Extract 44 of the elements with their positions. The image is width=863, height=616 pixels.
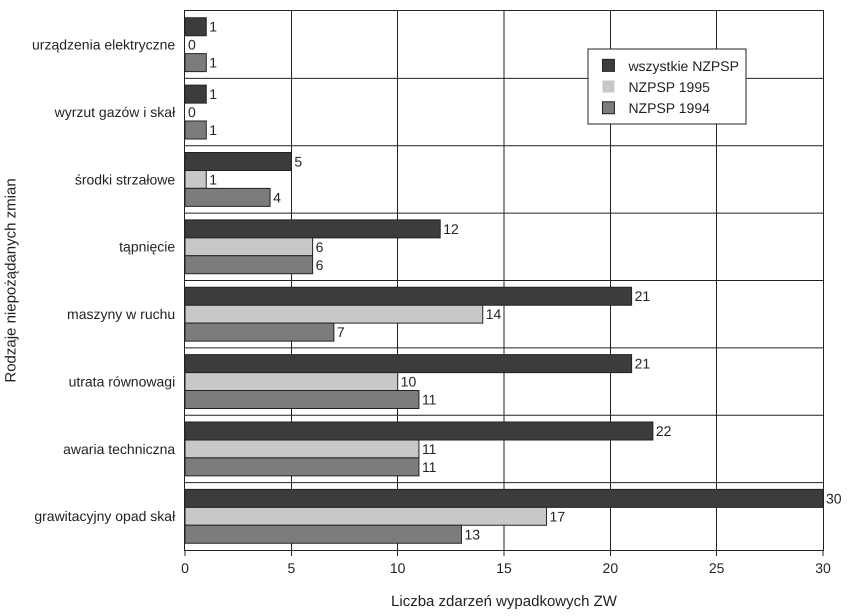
- data-label: 11: [422, 458, 437, 475]
- y-tick-label: urządzenia elektryczne: [32, 36, 176, 53]
- legend-label: NZPSP 1995: [628, 78, 710, 95]
- y-axis-title: Rodzaje niepożądanych zmian: [2, 178, 20, 383]
- data-label: 7: [336, 324, 345, 340]
- data-label: 10: [400, 374, 416, 390]
- y-tick-label: grawitacyjny opad skał: [34, 508, 176, 524]
- y-tick-label: środki strzałowe: [74, 171, 176, 188]
- data-label: 0: [188, 104, 196, 120]
- x-tick-label: 0: [181, 560, 190, 576]
- x-tick-label: 25: [708, 560, 725, 576]
- data-label: 21: [634, 356, 650, 372]
- data-label: 30: [826, 490, 842, 506]
- y-tick-label: tąpnięcie: [119, 238, 176, 255]
- x-axis-title: Liczba zdarzeń wypadkowych ZW: [391, 592, 618, 610]
- data-label: 1: [209, 122, 218, 138]
- x-tick-label: 15: [496, 560, 512, 576]
- y-tick-label: wyrzut gazów i skał: [54, 104, 176, 120]
- data-label: 6: [316, 238, 324, 255]
- data-label: 0: [188, 36, 196, 53]
- data-label: 14: [486, 306, 502, 322]
- y-tick-label: utrata równowagi: [68, 373, 176, 390]
- data-label: 13: [464, 526, 480, 542]
- data-label: 11: [422, 440, 437, 457]
- data-label: 11: [422, 392, 437, 408]
- data-label: 4: [273, 189, 282, 206]
- data-label: 1: [209, 54, 218, 71]
- y-tick-label: maszyny w ruchu: [67, 306, 176, 322]
- legend-label: wszystkie NZPSP: [627, 58, 739, 74]
- data-label: 5: [294, 153, 302, 170]
- data-label: 12: [443, 220, 459, 237]
- data-label: 1: [209, 171, 218, 188]
- data-label: 1: [209, 18, 218, 35]
- data-label: 17: [550, 508, 566, 524]
- data-label: 1: [209, 86, 218, 102]
- data-label: 21: [634, 288, 650, 304]
- x-tick-label: 5: [287, 560, 296, 576]
- x-tick-label: 30: [815, 560, 831, 576]
- y-tick-label: awaria techniczna: [63, 440, 176, 457]
- x-tick-label: 20: [602, 560, 618, 576]
- data-label: 6: [316, 256, 324, 273]
- data-label: 22: [656, 422, 672, 439]
- x-tick-label: 10: [390, 560, 406, 576]
- legend-label: NZPSP 1994: [628, 100, 710, 116]
